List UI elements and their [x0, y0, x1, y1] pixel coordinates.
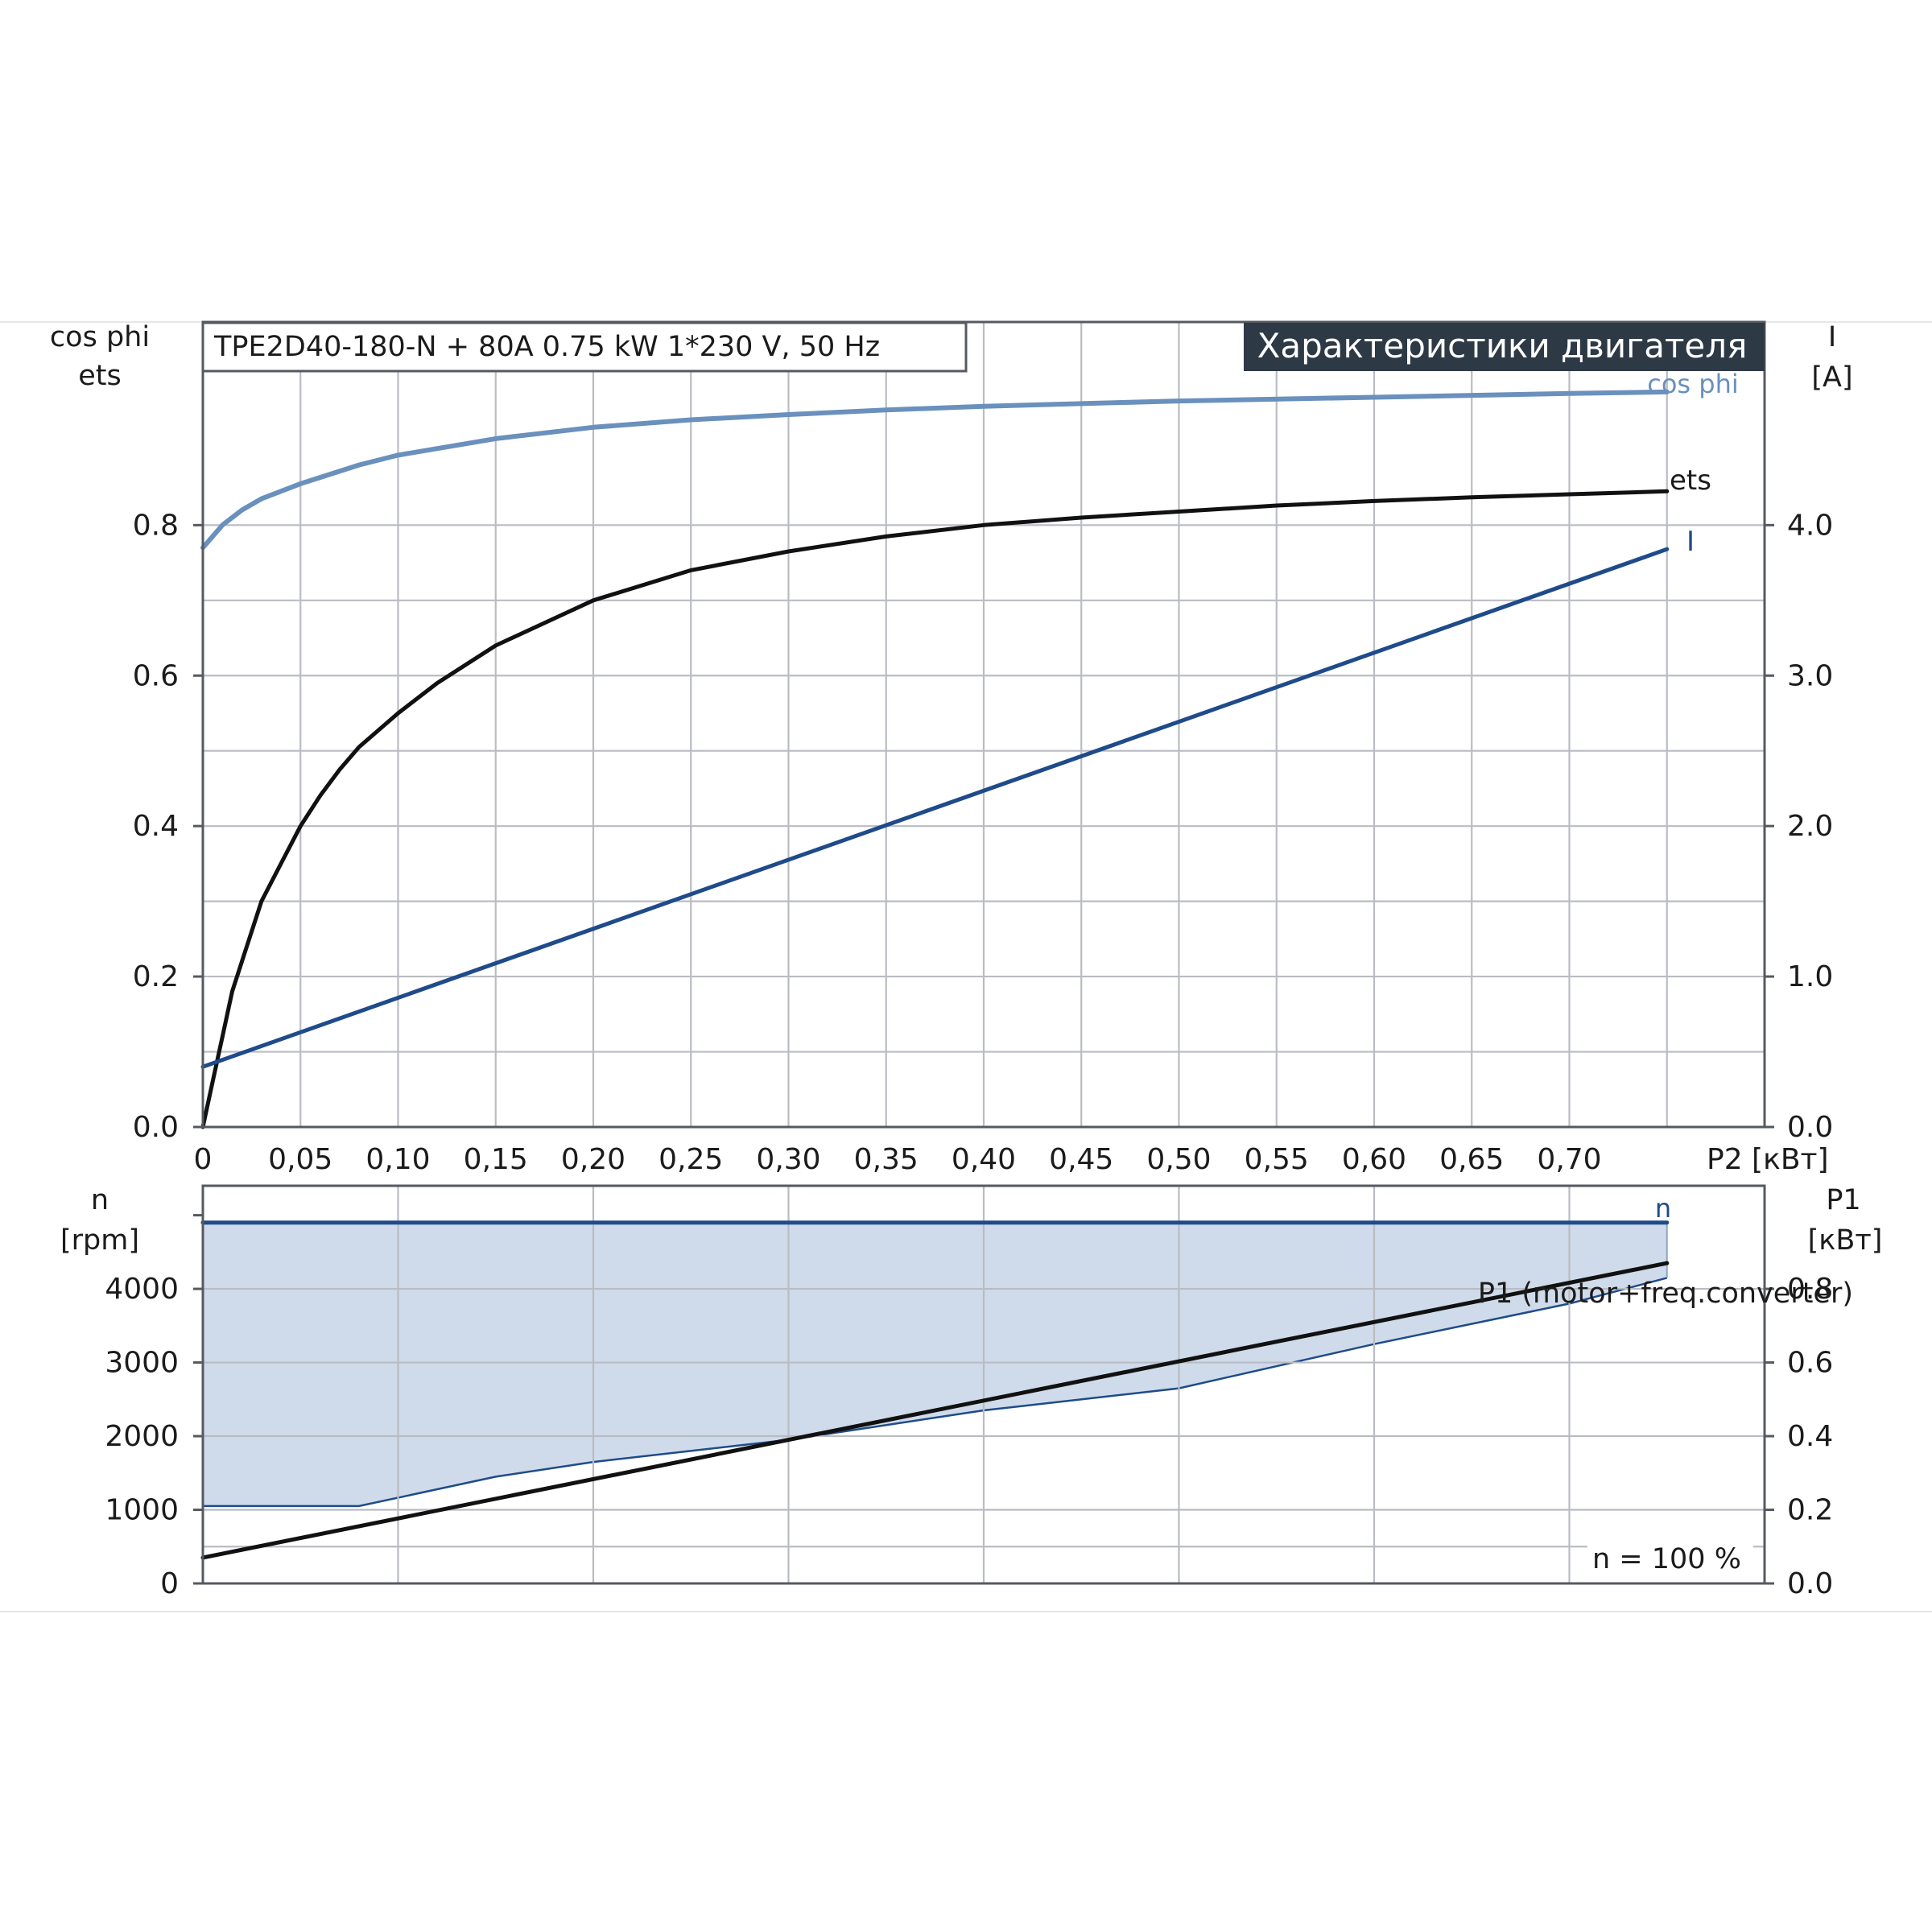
speed-curve-label: n	[1655, 1193, 1671, 1224]
p1-axis-label-2: [кВт]	[1808, 1224, 1883, 1257]
lower-plot-frame	[201, 1184, 1766, 1585]
right-tick-label: 0.0	[1787, 1111, 1833, 1144]
speed-tick-label: 3000	[105, 1347, 179, 1380]
lower-right-tick-labels: 0.0 0.2 0.4 0.6 0.8	[1765, 1273, 1833, 1600]
upper-right-tick-labels: 0.0 1.0 2.0 3.0 4.0	[1765, 509, 1833, 1144]
upper-curves	[200, 389, 1670, 1129]
speed-range-area	[203, 1222, 1667, 1506]
x-tick-label: 0,55	[1245, 1143, 1309, 1176]
left-tick-label: 0.0	[133, 1111, 179, 1144]
ets-label: ets	[1670, 464, 1711, 497]
badge-background	[1244, 323, 1765, 371]
left-tick-label: 0.8	[133, 509, 179, 542]
p1-tick-label: 0.6	[1787, 1347, 1833, 1380]
upper-plot-frame	[201, 320, 1766, 1129]
left-tick-label: 0.6	[133, 659, 179, 692]
speed-tick-label: 4000	[105, 1273, 179, 1306]
speed-annotation: n = 100 %	[1592, 1543, 1741, 1575]
right-tick-label: 3.0	[1787, 659, 1833, 692]
upper-left-tick-labels: 0.0 0.2 0.4 0.6 0.8	[133, 509, 203, 1144]
p1-tick-label: 0.0	[1787, 1567, 1833, 1600]
x-tick-label: 0,35	[854, 1143, 919, 1176]
lower-grid	[203, 1186, 1765, 1583]
p1-tick-label: 0.2	[1787, 1494, 1833, 1527]
chart-title: TPE2D40-180-N + 80A 0.75 kW 1*230 V, 50 …	[213, 331, 880, 363]
speed-tick-label: 0	[160, 1567, 179, 1600]
p1-tick-label: 0.4	[1787, 1420, 1833, 1453]
title-box	[201, 321, 968, 373]
annotation-box	[1587, 1539, 1753, 1578]
speed-tick-label: 2000	[105, 1420, 179, 1453]
badge-label: Характеристики двигателя	[1257, 326, 1748, 365]
right-tick-label: 2.0	[1787, 810, 1833, 843]
x-tick-label: 0,40	[952, 1143, 1016, 1176]
x-tick-label: 0,05	[268, 1143, 332, 1176]
p1-line	[200, 1261, 1670, 1560]
speed-axis-label-2: [rpm]	[60, 1224, 139, 1257]
x-tick-label: 0,25	[658, 1143, 723, 1176]
x-tick-label: 0,30	[756, 1143, 820, 1176]
x-tick-label: 0,20	[561, 1143, 625, 1176]
lower-panel: 0 1000 2000 3000 4000 0.0 0.2 0.4 0.6 0.8 n [rpm…	[60, 1184, 1882, 1600]
x-tick-label: 0,15	[464, 1143, 528, 1176]
x-tick-label: 0,45	[1049, 1143, 1113, 1176]
left-tick-label: 0.2	[133, 960, 179, 993]
p1-axis-label-1: P1	[1826, 1184, 1860, 1216]
x-tick-label: 0,10	[365, 1143, 430, 1176]
x-axis-label: P2 [кВт]	[1707, 1143, 1829, 1176]
x-tick-label: 0,50	[1146, 1143, 1211, 1176]
current-label: I	[1686, 526, 1695, 558]
cos-phi-label: cos phi	[1647, 369, 1739, 399]
right-axis-label-1: I	[1828, 321, 1836, 353]
lower-left-tick-labels: 0 1000 2000 3000 4000	[105, 1214, 203, 1600]
left-axis-label-1: cos phi	[50, 321, 150, 353]
right-axis-label-2: [A]	[1811, 361, 1852, 394]
right-tick-label: 1.0	[1787, 960, 1833, 993]
left-tick-label: 0.4	[133, 810, 179, 843]
speed-tick-label: 1000	[105, 1494, 179, 1527]
min-speed-edge	[203, 1277, 1668, 1508]
lower-shaded-area	[203, 1222, 1668, 1508]
series-line-ets	[200, 489, 1670, 1129]
x-tick-labels: 0 0,05 0,10 0,15 0,20 0,25 0,30 0,35 0,40 0,45 0,5…	[194, 1143, 1602, 1176]
p1-curve-label: P1 (motor+freq.converter)	[1478, 1278, 1853, 1310]
upper-panel: 0.0 0.2 0.4 0.6 0.8 0.0 1.0 2.0 3.0 4.0 0 0,05 0,1…	[50, 320, 1853, 1176]
x-tick-label: 0,60	[1342, 1143, 1406, 1176]
left-axis-label-2: ets	[78, 360, 122, 392]
p1-tick-label: 0.8	[1787, 1273, 1833, 1306]
speed-axis-label-1: n	[91, 1184, 109, 1216]
series-line-i	[200, 547, 1670, 1069]
x-tick-label: 0,70	[1537, 1143, 1601, 1176]
x-tick-label: 0	[194, 1143, 213, 1176]
x-tick-label: 0,65	[1439, 1143, 1504, 1176]
lower-curves	[200, 1220, 1670, 1560]
right-tick-label: 4.0	[1787, 509, 1833, 542]
series-line-cos-phi	[200, 389, 1670, 551]
